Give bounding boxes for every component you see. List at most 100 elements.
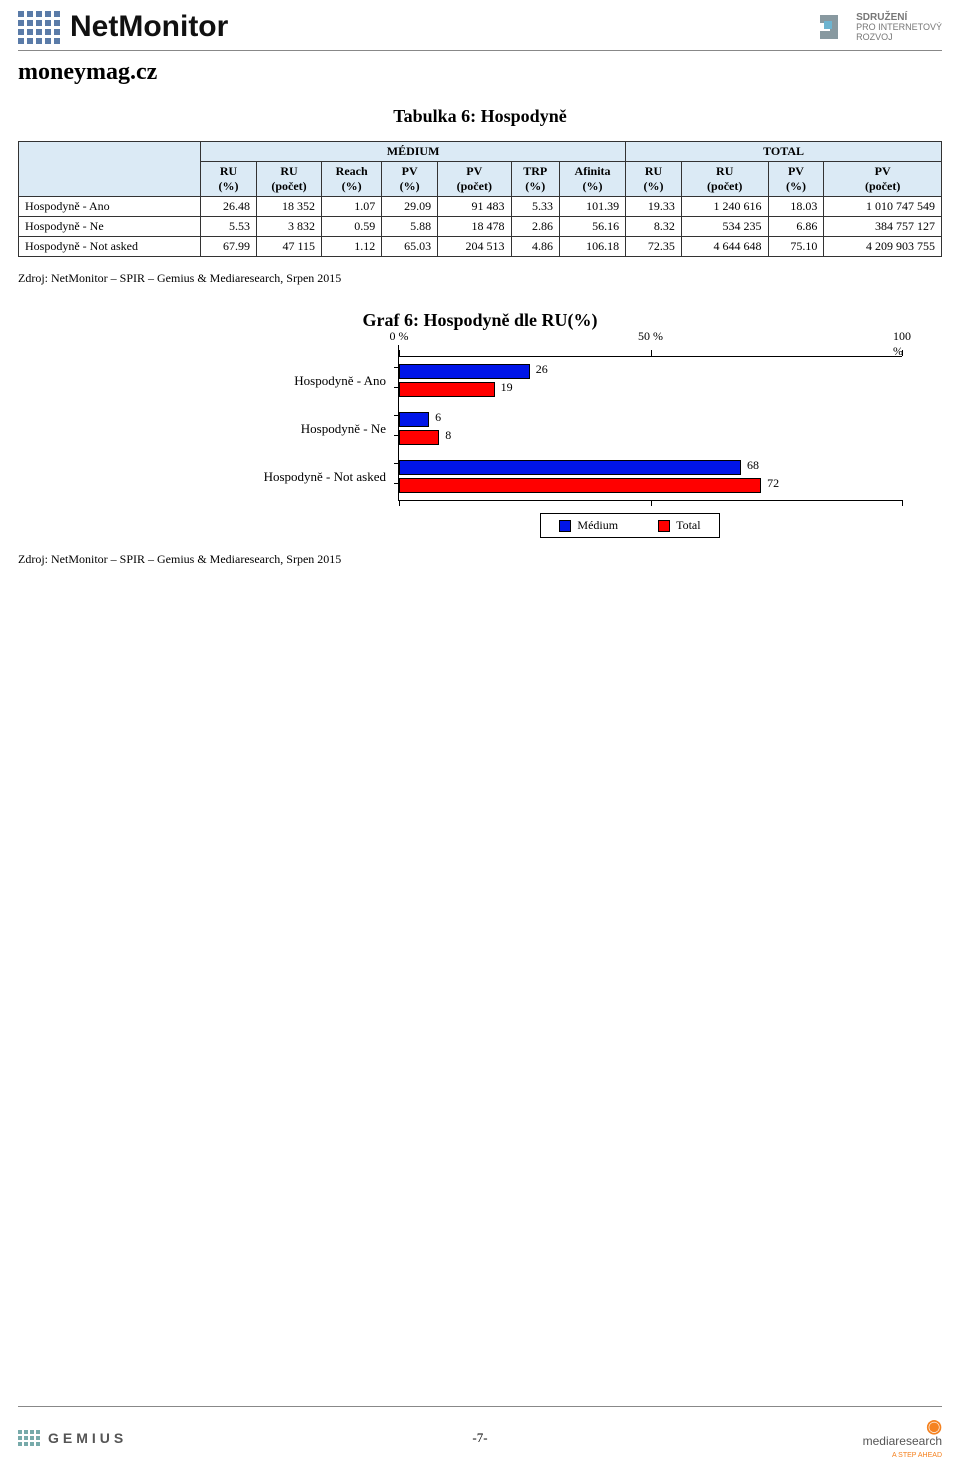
table-row: Hospodyně - Ne5.533 8320.595.8818 4782.8… xyxy=(19,217,942,237)
netmonitor-brand-text: NetMonitor xyxy=(70,10,228,44)
spir-logo: SDRUŽENÍ PRO INTERNETOVÝ ROZVOJ xyxy=(816,11,942,43)
mediaresearch-bubble-icon: ◉ xyxy=(926,1416,942,1436)
cell-value: 6.86 xyxy=(768,217,824,237)
cell-value: 2.86 xyxy=(511,217,559,237)
col-header: RU(%) xyxy=(201,162,257,197)
cell-value: 29.09 xyxy=(382,197,438,217)
bar-total-value: 19 xyxy=(501,380,513,395)
netmonitor-logo: NetMonitor xyxy=(18,10,228,44)
bar-medium-value: 6 xyxy=(435,410,441,425)
netmonitor-dots-icon xyxy=(18,11,60,44)
col-header: PV(počet) xyxy=(438,162,511,197)
axis-tick-label: 0 % xyxy=(390,329,409,344)
cell-value: 72.35 xyxy=(626,237,682,257)
col-header: PV(%) xyxy=(382,162,438,197)
table-title: Tabulka 6: Hospodyně xyxy=(18,106,942,127)
cell-value: 5.33 xyxy=(511,197,559,217)
chart-category-label: Hospodyně - Ano xyxy=(98,373,398,389)
data-table: MÉDIUM TOTAL RU(%)RU(počet)Reach(%)PV(%)… xyxy=(18,141,942,257)
col-header: RU(počet) xyxy=(681,162,768,197)
cell-value: 8.32 xyxy=(626,217,682,237)
source-line-2: Zdroj: NetMonitor – SPIR – Gemius & Medi… xyxy=(18,552,942,567)
group-total: TOTAL xyxy=(626,142,942,162)
bar-medium xyxy=(399,412,429,427)
cell-value: 534 235 xyxy=(681,217,768,237)
bar-medium xyxy=(399,460,741,475)
chart-category-label: Hospodyně - Ne xyxy=(98,421,398,437)
cell-value: 5.88 xyxy=(382,217,438,237)
chart-row: Hospodyně - Ne68 xyxy=(98,405,902,453)
legend-total-swatch xyxy=(658,520,670,532)
chart-legend: Médium Total xyxy=(540,513,720,538)
chart-axis-top: 0 %50 %100 % xyxy=(98,345,902,357)
mediaresearch-text: mediaresearch xyxy=(863,1434,942,1448)
cell-value: 4.86 xyxy=(511,237,559,257)
site-title: moneymag.cz xyxy=(18,59,942,86)
legend-total-label: Total xyxy=(676,518,701,533)
chart-row: Hospodyně - Ano 26 19 xyxy=(98,357,902,405)
col-header: Reach(%) xyxy=(322,162,382,197)
cell-value: 4 209 903 755 xyxy=(824,237,942,257)
bar-total-value: 8 xyxy=(445,428,451,443)
cell-value: 4 644 648 xyxy=(681,237,768,257)
spir-glyph-icon xyxy=(816,11,848,43)
cell-value: 1.12 xyxy=(322,237,382,257)
col-header: RU(počet) xyxy=(256,162,321,197)
source-line-1: Zdroj: NetMonitor – SPIR – Gemius & Medi… xyxy=(18,271,942,286)
table-row: Hospodyně - Ano26.4818 3521.0729.0991 48… xyxy=(19,197,942,217)
bar-medium-value: 68 xyxy=(747,458,759,473)
cell-value: 47 115 xyxy=(256,237,321,257)
cell-value: 18 478 xyxy=(438,217,511,237)
mediaresearch-tagline: A STEP AHEAD xyxy=(892,1452,942,1459)
legend-total: Total xyxy=(658,518,701,533)
bar-total xyxy=(399,430,439,445)
bar-chart: 0 %50 %100 % Hospodyně - Ano2619Hospodyn… xyxy=(98,345,902,501)
cell-value: 204 513 xyxy=(438,237,511,257)
cell-value: 1.07 xyxy=(322,197,382,217)
mediaresearch-logo: ◉ mediaresearch A STEP AHEAD xyxy=(863,1417,942,1459)
axis-tick-label: 50 % xyxy=(638,329,663,344)
cell-value: 101.39 xyxy=(559,197,625,217)
bar-total xyxy=(399,478,761,493)
row-label: Hospodyně - Ne xyxy=(19,217,201,237)
col-header: TRP(%) xyxy=(511,162,559,197)
cell-value: 384 757 127 xyxy=(824,217,942,237)
cell-value: 18.03 xyxy=(768,197,824,217)
cell-value: 0.59 xyxy=(322,217,382,237)
legend-medium-swatch xyxy=(559,520,571,532)
cell-value: 18 352 xyxy=(256,197,321,217)
gemius-logo: GEMIUS xyxy=(18,1430,127,1446)
cell-value: 26.48 xyxy=(201,197,257,217)
row-label: Hospodyně - Not asked xyxy=(19,237,201,257)
gemius-text: GEMIUS xyxy=(48,1430,127,1446)
col-header: PV(počet) xyxy=(824,162,942,197)
cell-value: 56.16 xyxy=(559,217,625,237)
chart-category-label: Hospodyně - Not asked xyxy=(98,469,398,485)
row-label: Hospodyně - Ano xyxy=(19,197,201,217)
chart-bars-cell: 68 72 xyxy=(398,453,902,501)
legend-medium: Médium xyxy=(559,518,618,533)
chart-bars-cell: 68 xyxy=(398,405,902,453)
cell-value: 5.53 xyxy=(201,217,257,237)
spir-line2: PRO INTERNETOVÝ xyxy=(856,22,942,32)
cell-value: 67.99 xyxy=(201,237,257,257)
page-header: NetMonitor SDRUŽENÍ PRO INTERNETOVÝ ROZV… xyxy=(18,10,942,51)
spir-line3: ROZVOJ xyxy=(856,32,893,42)
cell-value: 65.03 xyxy=(382,237,438,257)
chart-title: Graf 6: Hospodyně dle RU(%) xyxy=(18,310,942,331)
cell-value: 106.18 xyxy=(559,237,625,257)
cell-value: 91 483 xyxy=(438,197,511,217)
cell-value: 75.10 xyxy=(768,237,824,257)
page-footer: GEMIUS -7- ◉ mediaresearch A STEP AHEAD xyxy=(18,1406,942,1459)
legend-medium-label: Médium xyxy=(577,518,618,533)
col-header: RU(%) xyxy=(626,162,682,197)
col-header: PV(%) xyxy=(768,162,824,197)
cell-value: 1 240 616 xyxy=(681,197,768,217)
bar-total xyxy=(399,382,495,397)
bar-total-value: 72 xyxy=(767,476,779,491)
chart-bars-cell: 26 19 xyxy=(398,357,902,405)
page-number: -7- xyxy=(472,1430,487,1446)
bar-medium xyxy=(399,364,530,379)
bar-medium-value: 26 xyxy=(536,362,548,377)
group-medium: MÉDIUM xyxy=(201,142,626,162)
